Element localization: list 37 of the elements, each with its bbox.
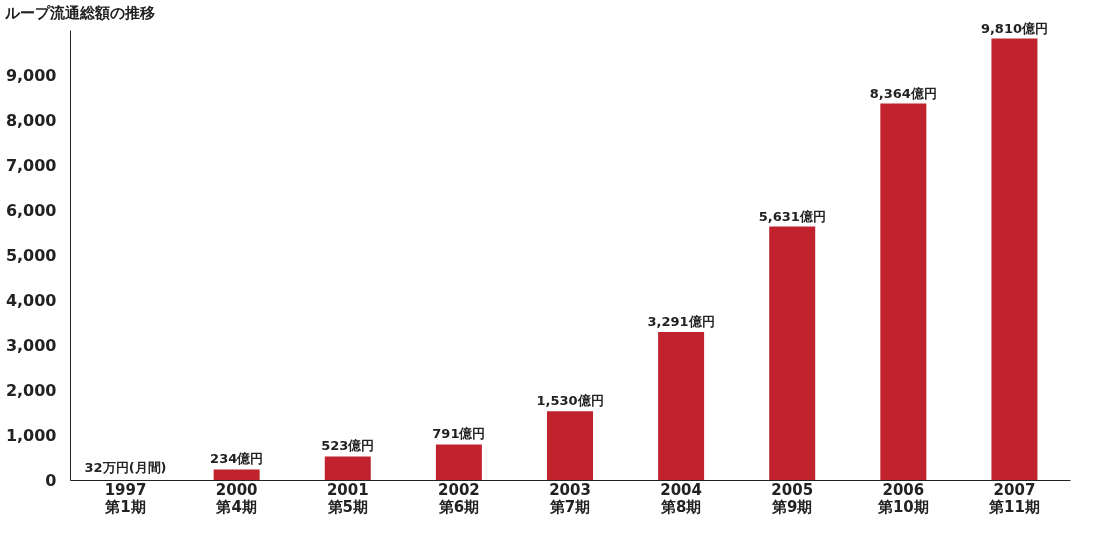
data-label: 3,291億円 [647,313,715,329]
x-tick-label: 2006 第10期 [876,480,929,516]
y-tick-label: 4,000 [5,290,57,310]
data-label: 5,631億円 [758,208,826,224]
bar [213,469,260,480]
data-label: 791億円 [432,426,486,442]
y-tick-label: 6,000 [5,200,57,220]
y-tick-label: 3,000 [5,335,57,355]
data-label: 523億円 [321,438,375,454]
data-label: 234億円 [210,451,264,467]
x-tick-label: 2005 第9期 [771,480,814,516]
x-tick-label: 1997 第1期 [104,480,147,516]
x-tick-label: 2004 第8期 [659,480,702,516]
bar [435,444,482,480]
y-tick-label: 8,000 [5,110,57,130]
bar [324,456,371,480]
x-tick-label: 2003 第7期 [548,480,591,516]
x-tick-label: 2000 第4期 [215,480,258,516]
y-tick-label: 1,000 [5,425,57,445]
bar [547,411,593,480]
x-tick-label: 2001 第5期 [326,480,369,516]
y-tick-label: 0 [45,470,57,490]
bar [769,226,816,480]
bar [658,331,705,480]
annotation: 32万円(月間) [84,460,167,475]
x-tick-label: 2002 第6期 [437,480,480,516]
data-label: 8,364億円 [869,85,937,101]
y-tick-label: 7,000 [5,155,57,175]
y-tick-label: 9,000 [5,65,57,85]
data-label: 1,530億円 [536,393,604,409]
bar [880,103,927,480]
x-tick-label: 2007 第11期 [988,480,1040,516]
data-label: 9,810億円 [980,20,1049,36]
chart-title: ループ流通総額の推移 [4,3,156,22]
y-tick-label: 5,000 [5,245,57,265]
y-tick-label: 2,000 [5,380,57,400]
bar [991,38,1038,480]
